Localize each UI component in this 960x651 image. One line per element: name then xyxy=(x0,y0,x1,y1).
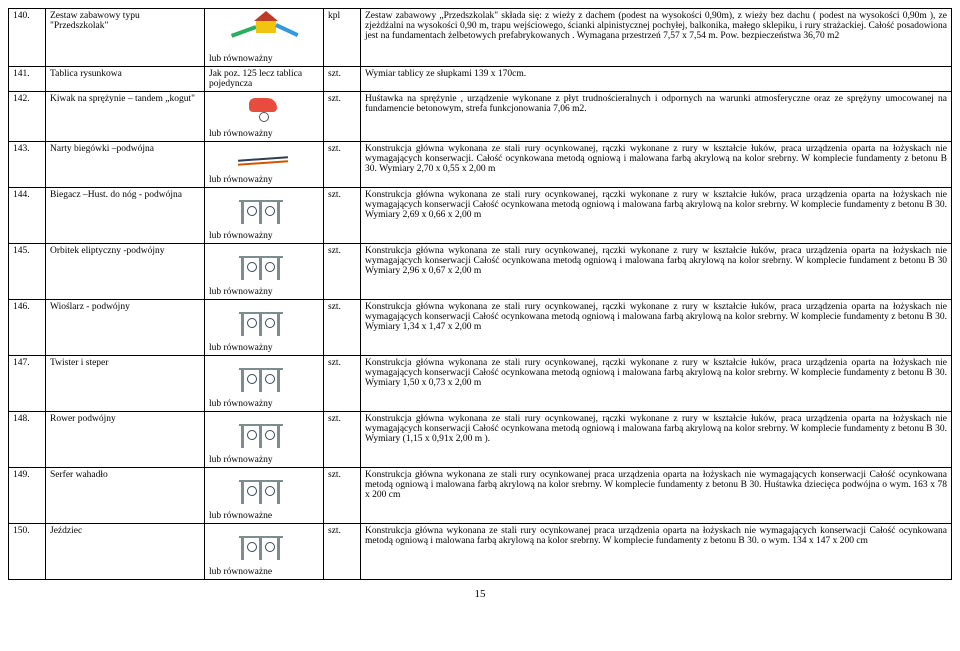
unit: szt. xyxy=(324,142,361,188)
item-image-cell: lub równoważny xyxy=(205,412,324,468)
table-row: 141.Tablica rysunkowaJak poz. 125 lecz t… xyxy=(9,67,952,92)
row-number: 141. xyxy=(9,67,46,92)
item-name: Kiwak na sprężynie – tandem „kogut" xyxy=(46,92,205,142)
page-number: 15 xyxy=(8,588,952,600)
unit: szt. xyxy=(324,92,361,142)
description: Zestaw zabawowy „Przedszkolak" składa si… xyxy=(361,9,952,67)
item-image-cell: lub równoważny xyxy=(205,92,324,142)
table-row: 146.Wioślarz - podwójnylub równoważnyszt… xyxy=(9,300,952,356)
table-row: 150.Jeździeclub równoważneszt.Konstrukcj… xyxy=(9,524,952,580)
item-name: Serfer wahadło xyxy=(46,468,205,524)
item-name: Narty biegówki –podwójna xyxy=(46,142,205,188)
item-image-cell: lub równoważne xyxy=(205,468,324,524)
row-number: 142. xyxy=(9,92,46,142)
description: Huśtawka na sprężynie , urządzenie wykon… xyxy=(361,92,952,142)
unit: szt. xyxy=(324,356,361,412)
table-row: 142.Kiwak na sprężynie – tandem „kogut"l… xyxy=(9,92,952,142)
unit: szt. xyxy=(324,524,361,580)
item-image-cell: lub równoważny xyxy=(205,188,324,244)
description: Konstrukcja główna wykonana ze stali rur… xyxy=(361,412,952,468)
table-row: 143.Narty biegówki –podwójnalub równoważ… xyxy=(9,142,952,188)
row-number: 146. xyxy=(9,300,46,356)
item-name: Jeździec xyxy=(46,524,205,580)
description: Konstrukcja główna wykonana ze stali rur… xyxy=(361,188,952,244)
item-name: Zestaw zabawowy typu "Przedszkolak" xyxy=(46,9,205,67)
item-name: Wioślarz - podwójny xyxy=(46,300,205,356)
unit: szt. xyxy=(324,468,361,524)
row-number: 147. xyxy=(9,356,46,412)
row-number: 148. xyxy=(9,412,46,468)
table-row: 144.Biegacz –Hust. do nóg - podwójnalub … xyxy=(9,188,952,244)
item-name: Rower podwójny xyxy=(46,412,205,468)
unit: szt. xyxy=(324,244,361,300)
row-number: 150. xyxy=(9,524,46,580)
row-number: 140. xyxy=(9,9,46,67)
item-name: Twister i steper xyxy=(46,356,205,412)
row-number: 143. xyxy=(9,142,46,188)
unit: szt. xyxy=(324,188,361,244)
row-number: 144. xyxy=(9,188,46,244)
item-image-cell: lub równoważny xyxy=(205,356,324,412)
table-row: 147.Twister i steperlub równoważnyszt.Ko… xyxy=(9,356,952,412)
row-number: 149. xyxy=(9,468,46,524)
description: Wymiar tablicy ze słupkami 139 x 170cm. xyxy=(361,67,952,92)
item-image-cell: lub równoważny xyxy=(205,300,324,356)
item-image-cell: lub równoważny xyxy=(205,9,324,67)
description: Konstrukcja główna wykonana ze stali rur… xyxy=(361,142,952,188)
description: Konstrukcja główna wykonana ze stali rur… xyxy=(361,468,952,524)
spec-table: 140.Zestaw zabawowy typu "Przedszkolak"l… xyxy=(8,8,952,580)
item-name: Orbitek eliptyczny -podwójny xyxy=(46,244,205,300)
row-number: 145. xyxy=(9,244,46,300)
unit: szt. xyxy=(324,300,361,356)
description: Konstrukcja główna wykonana ze stali rur… xyxy=(361,244,952,300)
item-name: Tablica rysunkowa xyxy=(46,67,205,92)
table-row: 145.Orbitek eliptyczny -podwójnylub równ… xyxy=(9,244,952,300)
description: Konstrukcja główna wykonana ze stali rur… xyxy=(361,524,952,580)
item-image-cell: lub równoważny xyxy=(205,142,324,188)
description: Konstrukcja główna wykonana ze stali rur… xyxy=(361,356,952,412)
unit: szt. xyxy=(324,412,361,468)
table-row: 149.Serfer wahadłolub równoważneszt.Kons… xyxy=(9,468,952,524)
item-image-cell: Jak poz. 125 lecz tablica pojedyncza xyxy=(205,67,324,92)
description: Konstrukcja główna wykonana ze stali rur… xyxy=(361,300,952,356)
item-image-cell: lub równoważne xyxy=(205,524,324,580)
unit: szt. xyxy=(324,67,361,92)
unit: kpl xyxy=(324,9,361,67)
table-row: 148.Rower podwójnylub równoważnyszt.Kons… xyxy=(9,412,952,468)
item-name: Biegacz –Hust. do nóg - podwójna xyxy=(46,188,205,244)
item-image-cell: lub równoważny xyxy=(205,244,324,300)
table-row: 140.Zestaw zabawowy typu "Przedszkolak"l… xyxy=(9,9,952,67)
